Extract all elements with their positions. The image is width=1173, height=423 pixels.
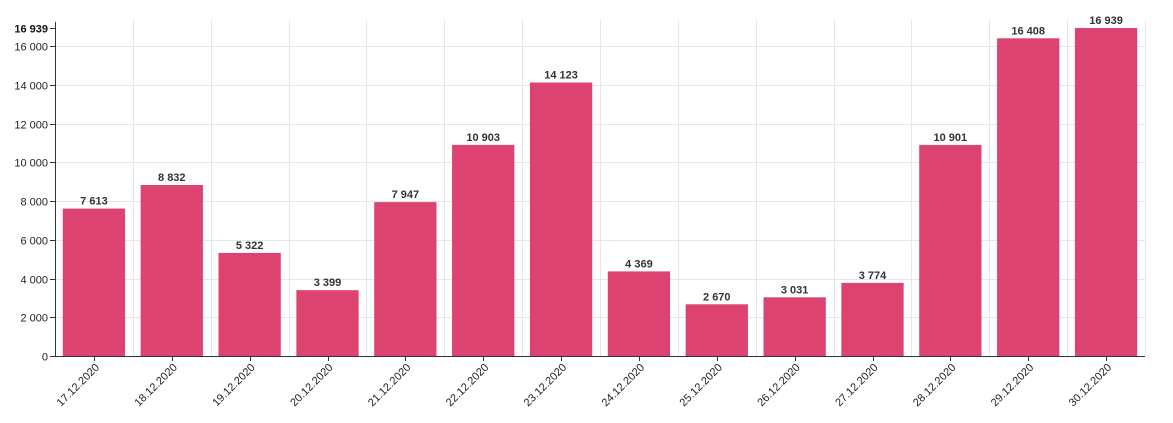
x-tick-label: 28.12.2020 — [911, 362, 958, 409]
x-tick-label: 23.12.2020 — [522, 362, 569, 409]
bar — [218, 252, 281, 356]
x-tick-label: 27.12.2020 — [833, 362, 880, 409]
bar — [997, 38, 1060, 356]
y-axis: 0 2 000 4 000 6 000 8 000 10 000 12 000 14 000 1… — [14, 22, 56, 364]
x-tick-label: 26.12.2020 — [755, 362, 802, 409]
x-tick-label: 17.12.2020 — [55, 362, 102, 409]
data-labels: 7 613 8 832 5 322 3 399 7 947 10 903 14 123 4 3… — [80, 15, 1123, 303]
data-label: 3 399 — [314, 277, 342, 289]
data-label: 16 939 — [1089, 15, 1123, 27]
x-tick-label: 19.12.2020 — [210, 362, 257, 409]
data-label: 16 408 — [1011, 25, 1045, 37]
bar — [919, 144, 982, 356]
y-max-label: 16 939 — [14, 24, 48, 36]
y-tick-label: 8 000 — [20, 197, 48, 209]
bars — [62, 28, 1138, 356]
data-label: 7 613 — [80, 196, 108, 208]
y-tick-label: 10 000 — [14, 158, 48, 170]
bar — [452, 144, 515, 356]
x-tick-label: 21.12.2020 — [366, 362, 413, 409]
bar — [763, 297, 826, 356]
y-tick-label: 12 000 — [14, 120, 48, 132]
x-tick-label: 25.12.2020 — [677, 362, 724, 409]
y-tick-label: 2 000 — [20, 313, 48, 325]
data-label: 4 369 — [625, 258, 653, 270]
bar — [62, 208, 126, 356]
bar — [1074, 28, 1138, 356]
x-axis: 17.12.2020 18.12.2020 19.12.2020 20.12.2020… — [55, 356, 1145, 409]
bar — [140, 184, 203, 356]
bar — [296, 290, 359, 356]
x-tick-label: 29.12.2020 — [989, 362, 1036, 409]
x-tick-label: 30.12.2020 — [1067, 362, 1114, 409]
bar — [529, 82, 593, 356]
data-label: 5 322 — [236, 240, 264, 252]
bar — [374, 202, 437, 356]
y-tick-label: 14 000 — [14, 81, 48, 93]
x-tick-label: 24.12.2020 — [600, 362, 647, 409]
data-label: 2 670 — [703, 291, 731, 303]
data-label: 8 832 — [158, 172, 186, 184]
bar — [841, 282, 904, 356]
bar — [607, 271, 671, 356]
data-label: 10 903 — [466, 132, 500, 144]
data-label: 10 901 — [934, 132, 968, 144]
data-label: 7 947 — [392, 189, 420, 201]
data-label: 3 031 — [781, 284, 809, 296]
x-tick-label: 18.12.2020 — [132, 362, 179, 409]
y-tick-label: 16 000 — [14, 42, 48, 54]
bar — [685, 304, 748, 356]
data-label: 3 774 — [859, 270, 887, 282]
grid-lines — [55, 20, 1146, 357]
y-tick-label: 6 000 — [20, 236, 48, 248]
data-label: 14 123 — [544, 70, 578, 82]
y-tick-label: 4 000 — [20, 275, 48, 287]
x-tick-label: 20.12.2020 — [288, 362, 335, 409]
y-tick-label: 0 — [42, 352, 48, 364]
x-tick-label: 22.12.2020 — [444, 362, 491, 409]
